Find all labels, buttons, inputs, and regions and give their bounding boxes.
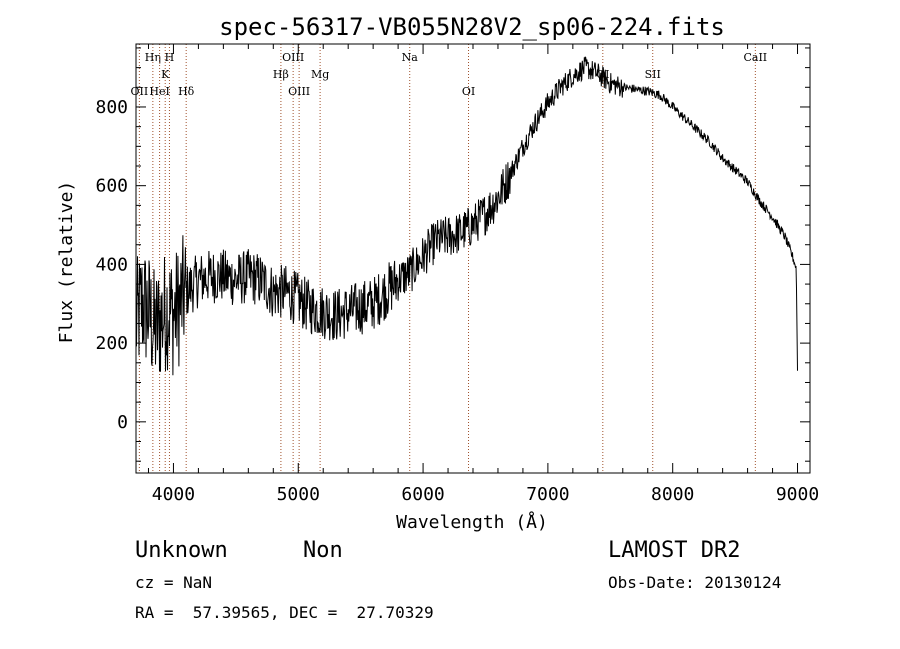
redshift-cz: cz = NaN (135, 573, 213, 592)
y-axis-label: Flux (relative) (56, 181, 77, 344)
x-tick-label: 4000 (152, 484, 195, 505)
spectral-line-label: HeI (149, 85, 169, 98)
x-axis-label: Wavelength (Å) (396, 511, 548, 533)
spectral-line-label: H (165, 51, 175, 64)
x-tick-label: 8000 (651, 484, 694, 505)
y-tick-label: 800 (95, 97, 128, 118)
spectral-line-label: Mg (311, 68, 329, 81)
spectral-line-label: OI (462, 85, 475, 98)
spectral-line-label: CaII (743, 51, 767, 64)
spectral-line-label: OIII (282, 51, 304, 64)
coordinates: RA = 57.39565, DEC = 27.70329 (135, 603, 434, 622)
spectral-line-label: Hδ (178, 85, 195, 98)
plot-frame (135, 43, 811, 474)
x-tick-label: 9000 (776, 484, 819, 505)
spectral-line-label: K (161, 68, 170, 81)
x-tick-label: 5000 (277, 484, 320, 505)
y-tick-label: 400 (95, 254, 128, 275)
axis-tick-labels: 4000 5000 6000 7000 8000 9000 0 200 400 600 800 (95, 97, 819, 505)
x-tick-label: 6000 (401, 484, 444, 505)
spectral-line-label: Hβ (273, 68, 289, 81)
spectral-line-label: Hη (145, 51, 161, 64)
object-class: Unknown (135, 538, 228, 563)
spectrum-line (135, 56, 798, 376)
y-tick-label: 600 (95, 176, 128, 197)
x-tick-label: 7000 (526, 484, 569, 505)
axis-ticks (136, 44, 810, 473)
object-subclass: Non (303, 538, 343, 563)
y-tick-label: 0 (117, 412, 128, 433)
spectral-line-label: Na (402, 51, 419, 64)
spectral-line-label: OIII (288, 85, 310, 98)
observation-date: Obs-Date: 20130124 (608, 573, 782, 592)
y-tick-label: 200 (95, 333, 128, 354)
spectral-line-label: OII (131, 85, 149, 98)
chart-title: spec-56317-VB055N28V2_sp06-224.fits (219, 13, 725, 41)
spectral-line-label: SII (645, 68, 661, 81)
survey-name: LAMOST DR2 (608, 538, 741, 563)
